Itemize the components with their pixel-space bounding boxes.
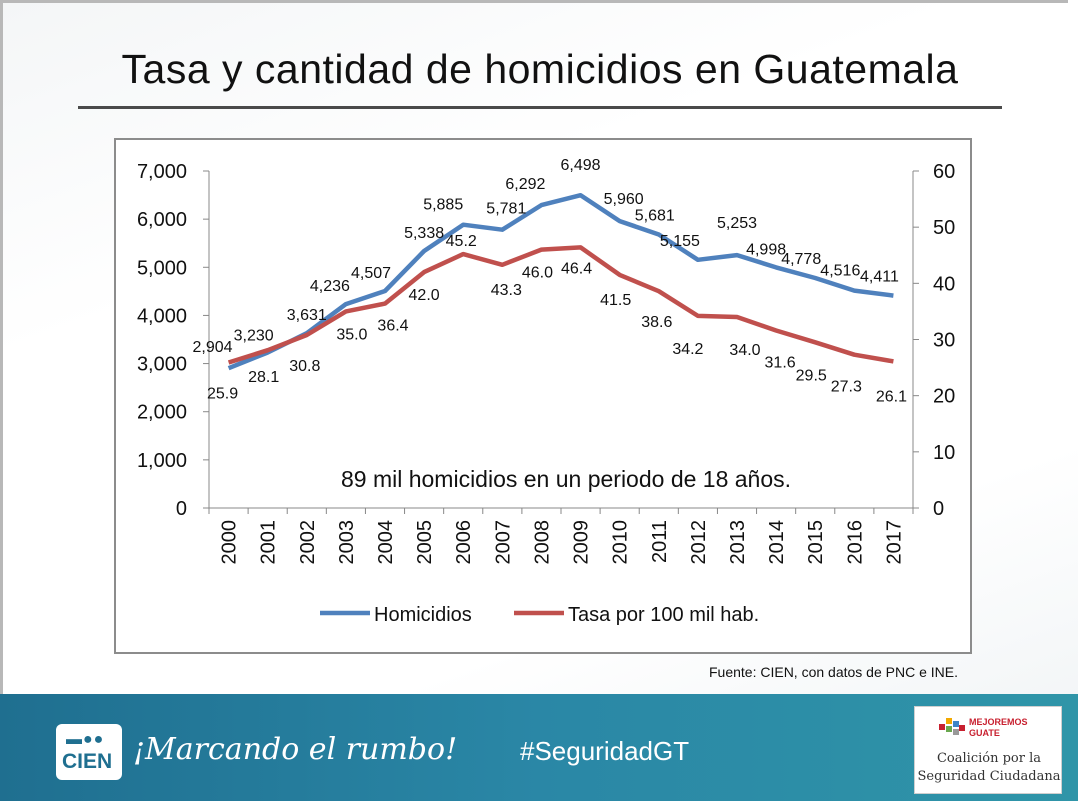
chart-annotation: 89 mil homicidios en un periodo de 18 añ… [341,466,791,492]
x-tick-label: 2010 [610,520,632,565]
tasa-data-label: 34.2 [672,341,703,358]
homicidios-data-label: 5,155 [660,233,700,250]
homicidios-data-label: 4,516 [820,263,860,280]
tasa-data-label: 25.9 [207,386,238,403]
tasa-data-label: 35.0 [336,326,367,343]
tasa-data-label: 45.2 [446,233,477,250]
y-left-tick-label: 7,000 [137,161,187,183]
source-note: Fuente: CIEN, con datos de PNC e INE. [708,664,958,680]
y-right-tick-label: 40 [933,273,955,295]
tasa-data-label: 46.0 [522,265,553,282]
tasa-data-label: 38.6 [641,314,672,331]
homicidios-data-label: 5,960 [604,191,644,208]
homicidios-data-label: 5,781 [486,201,526,218]
x-tick-label: 2001 [258,520,280,565]
coalition-name-line1: Coalición por la [936,751,1041,766]
tasa-data-label: 42.0 [409,287,440,304]
y-left-tick-label: 0 [176,498,187,520]
legend-tasa-label: Tasa por 100 mil hab. [568,604,759,626]
y-right-tick-label: 50 [933,217,955,239]
tasa-data-label: 30.8 [289,358,320,375]
tasa-data-label: 46.4 [561,260,592,277]
tasa-data-label: 27.3 [831,379,862,396]
y-left-tick-label: 3,000 [137,354,187,376]
homicidios-data-label: 5,253 [717,215,757,232]
homicide-chart: 0 1,000 2,000 3,000 4,000 5,000 6,000 7,000 0 10 2… [137,157,955,626]
hashtag: #SeguridadGT [520,736,690,766]
y-right-tick-label: 10 [933,442,955,464]
y-right-tick-label: 30 [933,330,955,352]
x-tick-label: 2003 [336,520,358,565]
y-left-tick-label: 6,000 [137,209,187,231]
y-left-tick-label: 1,000 [137,450,187,472]
x-tick-label: 2009 [571,520,593,565]
homicidios-data-label: 5,885 [423,197,463,214]
tasa-data-label: 28.1 [248,369,279,386]
coalition-brand-line2: GUATE [969,728,1000,738]
y-right-tick-label: 20 [933,386,955,408]
legend-homicidios-label: Homicidios [374,604,472,626]
slide-title: Tasa y cantidad de homicidios en Guatema… [121,46,959,92]
homicidios-data-label: 5,681 [635,208,675,225]
y-right-tick-label: 0 [933,498,944,520]
y-left-tick-label: 2,000 [137,402,187,424]
x-tick-label: 2008 [531,520,553,565]
x-tick-label: 2011 [649,520,671,563]
tasa-data-label: 29.5 [796,367,827,384]
cien-logo: ▬●● CIEN [56,724,122,780]
x-tick-label: 2017 [883,520,905,565]
homicidios-data-label: 4,236 [310,278,350,295]
slogan: ¡Marcando el rumbo! [133,732,458,767]
tasa-data-label: 41.5 [600,292,631,309]
coalition-mark-icon [939,718,965,735]
x-tick-label: 2002 [297,520,319,565]
x-tick-label: 2006 [453,520,475,565]
homicidios-line [227,192,894,371]
x-tick-label: 2004 [375,520,397,565]
chart-container: 0 1,000 2,000 3,000 4,000 5,000 6,000 7,000 0 10 2… [114,138,972,654]
homicidios-data-label: 4,998 [746,241,786,258]
y-right-tick-label: 60 [933,161,955,183]
coalition-brand-line1: MEJOREMOS [969,717,1028,727]
x-tick-label: 2015 [805,520,827,565]
tasa-data-label: 26.1 [876,388,907,405]
homicidios-data-label: 3,631 [287,307,327,324]
x-tick-label: 2013 [727,520,749,565]
homicidios-data-label: 3,230 [234,327,274,344]
homicidios-data-label: 4,411 [860,269,899,286]
logo-mark-icon: ▬●● [66,731,105,748]
homicidios-data-label: 4,507 [351,265,391,282]
x-tick-label: 2012 [688,520,710,565]
coalition-logo: MEJOREMOS GUATE Coalición por la Segurid… [914,706,1062,794]
homicidios-data-label: 6,292 [505,176,545,193]
tasa-data-label: 31.6 [765,355,796,372]
x-tick-label: 2016 [844,520,866,565]
tasa-data-label: 43.3 [491,282,522,299]
tasa-line [227,245,894,365]
footer-band: ▬●● CIEN ¡Marcando el rumbo! #SeguridadG… [0,694,1078,801]
coalition-name-line2: Seguridad Ciudadana [917,769,1061,784]
x-tick-label: 2000 [219,520,241,565]
logo-text: CIEN [62,750,113,773]
homicidios-data-label: 2,904 [193,339,233,356]
title-divider [78,106,1002,109]
y-left-tick-label: 4,000 [137,305,187,327]
homicidios-data-label: 6,498 [561,157,601,174]
x-tick-label: 2005 [414,520,436,565]
homicidios-data-label: 4,778 [781,251,821,268]
y-left-tick-label: 5,000 [137,257,187,279]
x-tick-label: 2014 [766,520,788,565]
homicidios-data-label: 5,338 [404,225,444,242]
x-tick-label: 2007 [492,520,514,565]
tasa-data-label: 36.4 [377,318,408,335]
tasa-data-label: 34.0 [729,342,760,359]
